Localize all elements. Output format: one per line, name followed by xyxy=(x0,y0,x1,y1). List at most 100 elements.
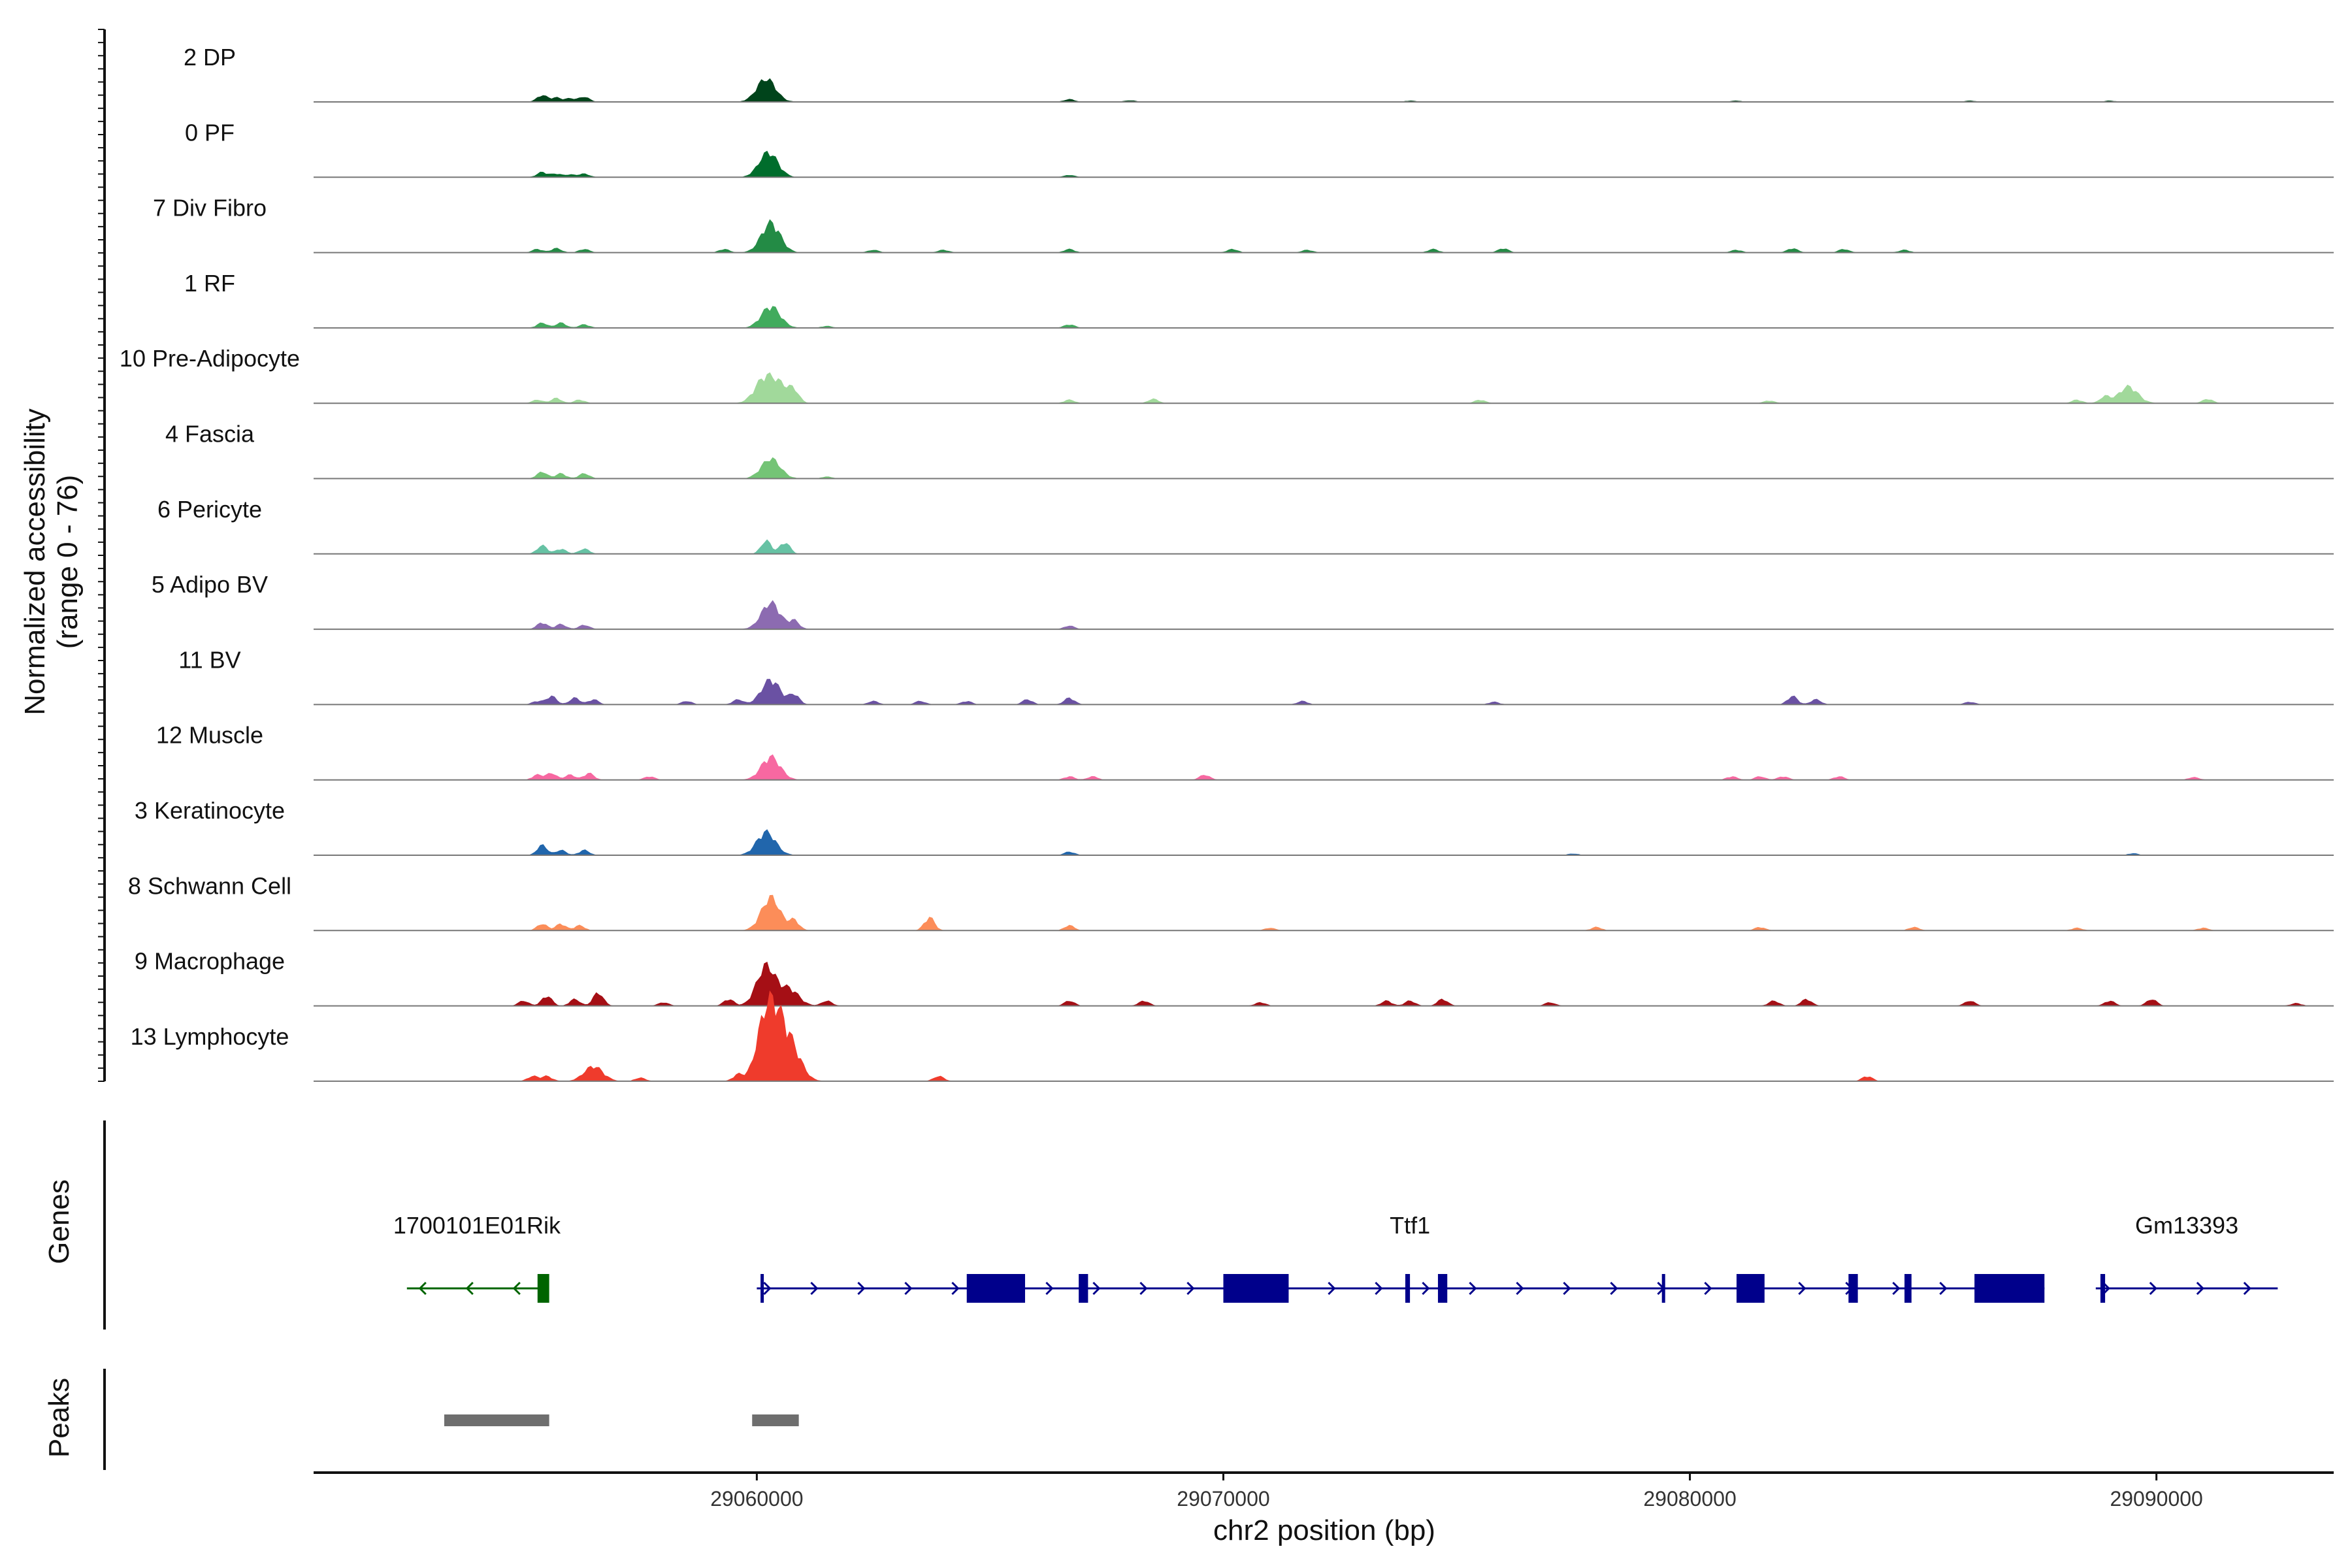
track-10: 12 Muscle xyxy=(156,722,2334,781)
peak-region-bar xyxy=(752,1414,799,1426)
strand-chevron xyxy=(1469,1281,1477,1296)
strand-chevron xyxy=(1939,1281,1948,1296)
track-4: 1 RF xyxy=(184,270,2334,329)
strand-chevron xyxy=(1892,1281,1901,1296)
track-signal-area xyxy=(314,457,2334,479)
x-tick-label: 29080000 xyxy=(1643,1487,1736,1511)
exon-block xyxy=(1661,1274,1665,1303)
track-label: 8 Schwann Cell xyxy=(128,872,291,899)
y-axis-title-line2: (range 0 - 76) xyxy=(52,475,84,649)
track-13: 9 Macrophage xyxy=(135,948,2334,1007)
track-label: 5 Adipo BV xyxy=(152,571,268,598)
track-signal-area xyxy=(314,539,2334,555)
track-signal-area xyxy=(314,754,2334,781)
x-axis-title: chr2 position (bp) xyxy=(1213,1514,1435,1546)
exon-block xyxy=(2100,1274,2106,1303)
track-signal-area xyxy=(314,990,2334,1082)
track-label: 11 BV xyxy=(178,646,240,673)
track-label: 1 RF xyxy=(184,270,235,297)
x-axis-ticks: 29060000 29070000 29080000 29090000 xyxy=(710,1473,2203,1511)
exon-block xyxy=(1904,1274,1912,1303)
track-signal-area xyxy=(314,372,2334,404)
exon-block xyxy=(1405,1274,1411,1303)
exon-block xyxy=(537,1274,549,1303)
strand-chevron xyxy=(810,1281,819,1296)
track-label: 9 Macrophage xyxy=(135,948,285,975)
strand-chevron xyxy=(2243,1281,2251,1296)
exon-block xyxy=(1437,1274,1448,1303)
strand-chevron xyxy=(1422,1281,1430,1296)
track-label: 13 Lymphocyte xyxy=(131,1023,289,1050)
gene-Ttf1: Ttf1 xyxy=(757,1212,2045,1303)
strand-chevron xyxy=(1610,1281,1618,1296)
gene-name-label: 1700101E01Rik xyxy=(393,1212,561,1239)
strand-chevron xyxy=(465,1281,474,1296)
track-signal-area xyxy=(314,219,2334,253)
strand-chevron xyxy=(1186,1281,1195,1296)
peaks-panel-label-group: Peaks xyxy=(43,1378,75,1458)
track-2: 0 PF xyxy=(185,119,2334,178)
strand-chevron xyxy=(951,1281,960,1296)
gene-1700101E01Rik: 1700101E01Rik xyxy=(393,1212,561,1303)
track-label: 7 Div Fibro xyxy=(153,195,267,221)
track-signal-area xyxy=(314,600,2334,630)
exon-block xyxy=(966,1274,1025,1303)
gene-annotations: 1700101E01Rik Ttf1 Gm13393 xyxy=(393,1212,2278,1303)
strand-chevron xyxy=(904,1281,913,1296)
gene-name-label: Gm13393 xyxy=(2135,1212,2238,1239)
exon-block xyxy=(1848,1274,1858,1303)
coverage-tracks: 2 DP 0 PF 7 Div Fibro 1 RF 10 Pre-Adipocyte 4… xyxy=(120,44,2334,1082)
track-label: 6 Pericyte xyxy=(157,496,262,523)
track-signal-area xyxy=(314,78,2334,103)
strand-chevron xyxy=(1092,1281,1101,1296)
peak-region-bar xyxy=(444,1414,549,1426)
strand-chevron xyxy=(1798,1281,1806,1296)
peak-regions xyxy=(444,1414,799,1426)
x-tick-label: 29060000 xyxy=(710,1487,803,1511)
track-1: 2 DP xyxy=(184,44,2334,103)
track-label: 10 Pre-Adipocyte xyxy=(120,345,300,372)
exon-block xyxy=(760,1274,764,1303)
track-14: 13 Lymphocyte xyxy=(131,990,2334,1082)
strand-chevron xyxy=(1704,1281,1712,1296)
strand-chevron xyxy=(1328,1281,1336,1296)
genes-panel-label-group: Genes xyxy=(43,1179,75,1264)
track-3: 7 Div Fibro xyxy=(153,195,2334,253)
track-signal-area xyxy=(314,679,2334,705)
track-label: 3 Keratinocyte xyxy=(135,797,285,824)
y-axis-title-group: Normalized accessibility (range 0 - 76) xyxy=(19,408,84,715)
exon-block xyxy=(1079,1274,1088,1303)
track-signal-area xyxy=(314,306,2334,329)
y-axis-title-line1: Normalized accessibility xyxy=(19,408,51,715)
peaks-panel-label: Peaks xyxy=(43,1378,75,1458)
track-12: 8 Schwann Cell xyxy=(128,872,2334,932)
track-7: 6 Pericyte xyxy=(157,496,2334,555)
gene-Gm13393: Gm13393 xyxy=(2095,1212,2278,1303)
track-signal-area xyxy=(314,829,2334,856)
strand-chevron xyxy=(857,1281,866,1296)
track-signal-area xyxy=(314,894,2334,931)
x-tick-label: 29070000 xyxy=(1177,1487,1269,1511)
track-9: 11 BV xyxy=(178,646,2334,706)
exon-block xyxy=(1736,1274,1765,1303)
strand-chevron xyxy=(763,1281,772,1296)
strand-chevron xyxy=(1375,1281,1383,1296)
exon-block xyxy=(1974,1274,2045,1303)
track-label: 12 Muscle xyxy=(156,722,263,749)
track-signal-area xyxy=(314,961,2334,1007)
strand-chevron xyxy=(1139,1281,1148,1296)
strand-chevron xyxy=(1516,1281,1524,1296)
exon-block xyxy=(1223,1274,1289,1303)
track-label: 0 PF xyxy=(185,119,235,146)
x-tick-label: 29090000 xyxy=(2110,1487,2202,1511)
strand-chevron xyxy=(2149,1281,2157,1296)
strand-chevron xyxy=(418,1281,427,1296)
track-label: 2 DP xyxy=(184,44,236,71)
track-11: 3 Keratinocyte xyxy=(135,797,2334,856)
genes-panel-label: Genes xyxy=(43,1179,75,1264)
strand-chevron xyxy=(2196,1281,2204,1296)
y-axis-ticks xyxy=(98,29,105,1082)
track-6: 4 Fascia xyxy=(165,421,2334,480)
track-5: 10 Pre-Adipocyte xyxy=(120,345,2334,404)
